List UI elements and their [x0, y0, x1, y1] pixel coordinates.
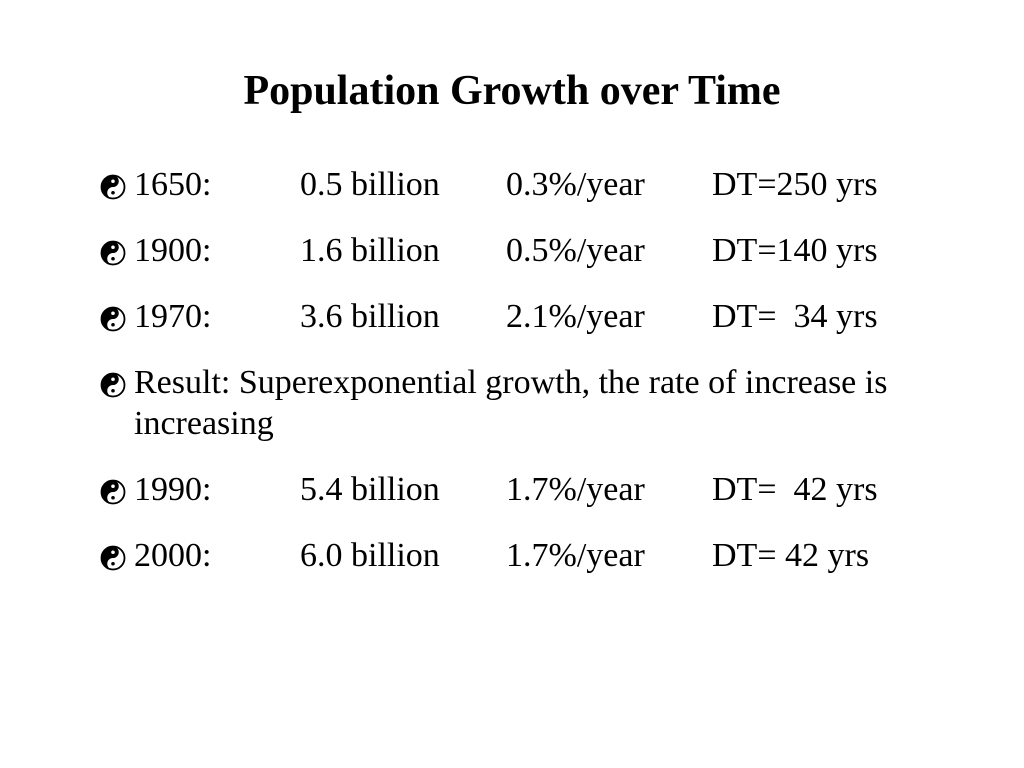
doubling-time-value: DT= 42 yrs — [712, 471, 878, 508]
yin-yang-icon — [100, 545, 126, 571]
yin-yang-icon — [100, 372, 126, 398]
result-text: Result: Superexponential growth, the rat… — [134, 364, 888, 442]
growth-rate-value: 0.5%/year — [506, 232, 645, 269]
yin-yang-icon — [100, 240, 126, 266]
bullet-row: 2000: 6.0 billion 1.7%/year DT= 42 yrs — [134, 535, 980, 576]
growth-rate-value: 1.7%/year — [506, 471, 645, 508]
year-label: 1990: — [134, 471, 212, 508]
bullet-list: 1650: 0.5 billion 0.3%/year DT=250 yrs 1900… — [100, 164, 980, 601]
population-value: 5.4 billion — [300, 471, 440, 508]
year-label: 2000: — [134, 537, 212, 574]
doubling-time-value: DT=250 yrs — [712, 166, 878, 203]
population-value: 6.0 billion — [300, 537, 440, 574]
bullet-row: 1900: 1.6 billion 0.5%/year DT=140 yrs — [134, 230, 980, 271]
doubling-time-value: DT= 42 yrs — [712, 537, 870, 574]
population-value: 3.6 billion — [300, 298, 440, 335]
slide-title: Population Growth over Time — [243, 68, 781, 114]
yin-yang-icon — [100, 479, 126, 505]
doubling-time-value: DT=140 yrs — [712, 232, 878, 269]
bullet-row: 1990: 5.4 billion 1.7%/year DT= 42 yrs — [134, 469, 980, 510]
bullet-item: 2000: 6.0 billion 1.7%/year DT= 42 yrs — [100, 535, 980, 576]
population-value: 0.5 billion — [300, 166, 440, 203]
growth-rate-value: 0.3%/year — [506, 166, 645, 203]
population-value: 1.6 billion — [300, 232, 440, 269]
growth-rate-value: 1.7%/year — [506, 537, 645, 574]
bullet-item: Result: Superexponential growth, the rat… — [100, 362, 980, 444]
bullet-row: 1650: 0.5 billion 0.3%/year DT=250 yrs — [134, 164, 980, 205]
bullet-item: 1900: 1.6 billion 0.5%/year DT=140 yrs — [100, 230, 980, 271]
growth-rate-value: 2.1%/year — [506, 298, 645, 335]
year-label: 1650: — [134, 166, 212, 203]
year-label: 1900: — [134, 232, 212, 269]
doubling-time-value: DT= 34 yrs — [712, 298, 878, 335]
bullet-item: 1650: 0.5 billion 0.3%/year DT=250 yrs — [100, 164, 980, 205]
bullet-item: 1990: 5.4 billion 1.7%/year DT= 42 yrs — [100, 469, 980, 510]
bullet-row: 1970: 3.6 billion 2.1%/year DT= 34 yrs — [134, 296, 980, 337]
year-label: 1970: — [134, 298, 212, 335]
bullet-item: 1970: 3.6 billion 2.1%/year DT= 34 yrs — [100, 296, 980, 337]
yin-yang-icon — [100, 306, 126, 332]
yin-yang-icon — [100, 174, 126, 200]
